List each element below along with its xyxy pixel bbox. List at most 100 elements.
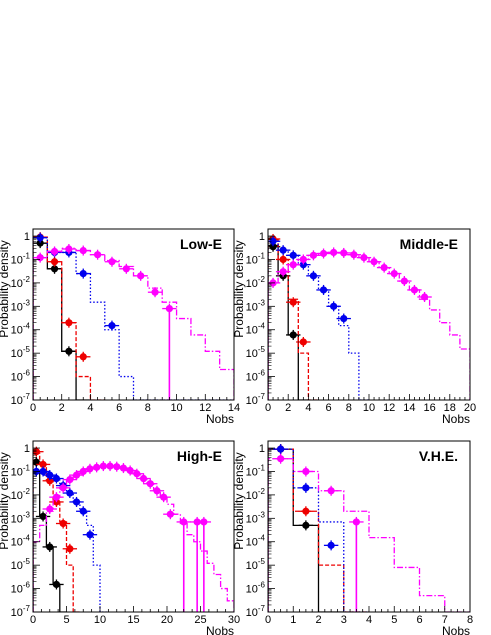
- y-tick-label: 10-1: [11, 463, 31, 478]
- y-tick-label: 10-2: [11, 275, 31, 290]
- x-axis-title: Nobs: [442, 412, 470, 426]
- data-point: [79, 246, 87, 255]
- data-point: [319, 286, 328, 294]
- x-tick-label: 10: [363, 402, 375, 414]
- y-axis-title: Probability density: [232, 240, 246, 337]
- panel-label: High-E: [177, 448, 222, 464]
- x-tick-label: 25: [194, 614, 206, 626]
- plot-frame: [32, 228, 235, 401]
- y-tick-label: 10-1: [246, 463, 266, 478]
- data-point: [146, 480, 154, 488]
- y-tick-label: 1: [259, 443, 265, 455]
- data-point: [39, 512, 47, 521]
- y-tick-label: 10-6: [246, 369, 266, 384]
- data-point: [46, 505, 54, 513]
- y-tick-label: 10-6: [11, 369, 31, 384]
- y-tick-label: 10-7: [246, 392, 266, 407]
- x-tick-label: 0: [30, 402, 36, 414]
- data-point: [65, 347, 73, 355]
- x-axis-title: Nobs: [206, 412, 234, 426]
- y-tick-label: 10-4: [11, 534, 31, 549]
- data-point: [330, 302, 338, 310]
- y-tick-label: 10-7: [246, 604, 266, 619]
- data-point: [65, 245, 73, 253]
- data-point: [66, 545, 74, 553]
- histogram-line: [268, 239, 319, 400]
- data-point: [46, 543, 54, 551]
- chart-panel-4: 0 1 2 3 4 5 6 7 8 1 10-1 10-2 10-3 10-4 10-5 10-6 10-7 No…: [232, 440, 473, 635]
- histogram-line: [268, 251, 470, 400]
- data-point: [119, 464, 128, 472]
- data-point: [340, 314, 348, 323]
- x-tick-label: 0: [265, 402, 271, 414]
- x-tick-label: 12: [199, 402, 211, 414]
- y-tick-label: 10-5: [246, 345, 266, 360]
- data-point: [36, 254, 44, 262]
- data-point: [277, 455, 285, 463]
- data-point: [302, 521, 310, 529]
- x-tick-label: 10: [94, 614, 106, 626]
- data-point: [410, 286, 419, 294]
- x-tick-label: 30: [228, 614, 240, 626]
- data-point: [65, 319, 73, 327]
- histogram-line: [33, 247, 234, 400]
- data-point: [122, 265, 130, 273]
- x-tick-label: 2: [59, 402, 65, 414]
- y-axis-title: Probability density: [232, 452, 246, 549]
- data-point: [52, 493, 61, 501]
- y-tick-label: 10-1: [246, 251, 266, 266]
- x-tick-label: 5: [63, 614, 69, 626]
- y-tick-label: 10-6: [246, 581, 266, 596]
- data-point: [36, 234, 44, 242]
- x-tick-label: 4: [87, 402, 93, 414]
- data-point: [50, 247, 59, 256]
- data-point: [66, 475, 74, 484]
- data-point: [200, 518, 208, 526]
- x-tick-label: 1: [290, 614, 296, 626]
- histogram-line: [268, 448, 344, 612]
- series-4: [268, 453, 470, 612]
- y-tick-label: 1: [24, 443, 30, 455]
- panel-label: V.H.E.: [419, 448, 458, 464]
- data-point: [72, 471, 81, 479]
- panel-label: Middle-E: [400, 236, 458, 252]
- data-point: [137, 272, 145, 280]
- x-tick-label: 18: [444, 402, 456, 414]
- histogram-line: [33, 237, 234, 400]
- data-point: [279, 268, 287, 276]
- data-point: [50, 265, 59, 273]
- data-point: [52, 474, 61, 483]
- data-point: [93, 463, 101, 471]
- data-point: [79, 467, 87, 476]
- x-tick-label: 5: [391, 614, 397, 626]
- series-3: [33, 466, 107, 612]
- series-3: [33, 232, 234, 400]
- data-point: [153, 487, 161, 495]
- x-tick-label: 20: [161, 614, 173, 626]
- y-tick-label: 10-5: [246, 557, 266, 572]
- y-axis-title: Probability density: [0, 240, 11, 337]
- data-point: [39, 460, 47, 469]
- chart-panel-2: 0 2 4 6 8 10 12 14 16 18 20 1 10-1 10-2 10-3 10-4 10-5 10…: [232, 228, 476, 426]
- data-point: [289, 251, 297, 259]
- data-point: [299, 255, 307, 264]
- series-4: [33, 243, 234, 400]
- x-tick-label: 0: [265, 614, 271, 626]
- y-tick-label: 10-7: [11, 604, 31, 619]
- data-point: [50, 258, 59, 266]
- x-tick-label: 4: [305, 402, 311, 414]
- data-point: [289, 298, 297, 306]
- series-3: [268, 236, 369, 400]
- data-point: [370, 258, 378, 266]
- data-point: [133, 470, 141, 478]
- x-tick-label: 6: [116, 402, 122, 414]
- x-tick-label: 4: [366, 614, 372, 626]
- data-point: [302, 507, 310, 515]
- series-4: [268, 247, 470, 400]
- x-tick-label: 20: [464, 402, 476, 414]
- y-tick-label: 10-5: [11, 345, 31, 360]
- data-point: [309, 272, 318, 280]
- series-2: [268, 233, 319, 400]
- plot-area: [268, 233, 470, 400]
